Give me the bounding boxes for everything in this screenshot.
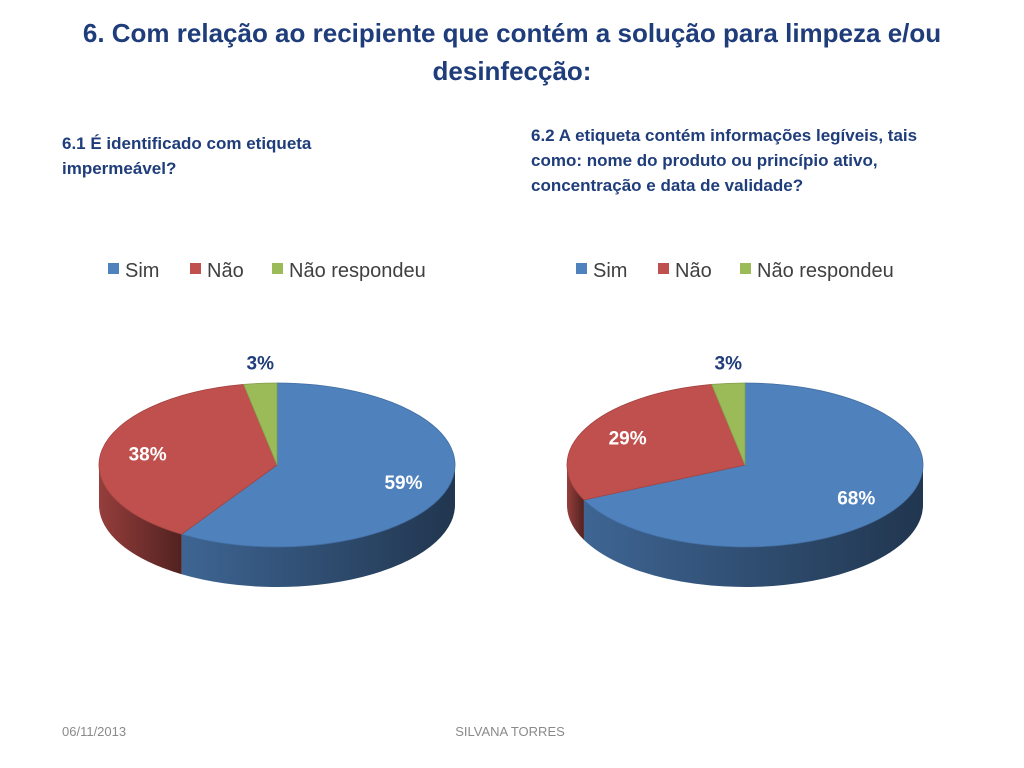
data-label-nao-respondeu: 3% bbox=[247, 353, 275, 374]
data-label-sim: 68% bbox=[837, 489, 875, 510]
legend-label-nao: Não bbox=[207, 260, 244, 282]
pie-side-sim bbox=[181, 465, 455, 587]
pie-side-walls bbox=[99, 465, 455, 587]
legend-swatch-nao bbox=[190, 263, 201, 274]
pie-slices bbox=[566, 382, 924, 548]
legend-label-nao: Não bbox=[675, 260, 712, 282]
data-label-sim: 59% bbox=[384, 473, 422, 494]
chart-legend: Sim Não Não respondeu bbox=[108, 260, 426, 282]
pie-slice-nao bbox=[566, 384, 746, 501]
pie-slice-nao bbox=[98, 384, 278, 535]
legend-swatch-nao bbox=[658, 263, 669, 274]
footer-date: 06/11/2013 bbox=[62, 724, 127, 739]
pie-slice-sim bbox=[180, 382, 456, 548]
legend-swatch-sim bbox=[576, 263, 587, 274]
legend-swatch-sim bbox=[108, 263, 119, 274]
data-label-nao: 29% bbox=[609, 428, 647, 449]
legend-label-sim: Sim bbox=[125, 260, 159, 282]
pie-side-nao bbox=[99, 465, 182, 575]
question-6-2: 6.2 A etiqueta contém informações legíve… bbox=[531, 126, 918, 195]
data-label-nao-respondeu: 3% bbox=[715, 353, 743, 374]
pie-data-labels: 68% 29% 3% bbox=[609, 353, 876, 509]
slide-title: 6. Com relação ao recipiente que contém … bbox=[82, 18, 942, 86]
pie-slices bbox=[98, 382, 456, 548]
legend-swatch-nao-respondeu bbox=[272, 263, 283, 274]
pie-chart-6-2: Sim Não Não respondeu 68% 29% 3% bbox=[566, 260, 924, 587]
legend-label-nao-respondeu: Não respondeu bbox=[289, 260, 426, 282]
pie-slice-nao-respondeu bbox=[711, 382, 746, 466]
data-label-nao: 38% bbox=[129, 445, 167, 466]
pie-slice-sim bbox=[583, 382, 924, 548]
pie-side-sim bbox=[583, 465, 923, 587]
chart-legend: Sim Não Não respondeu bbox=[576, 260, 894, 282]
pie-slice-nao-respondeu bbox=[243, 382, 278, 466]
pie-chart-6-1: Sim Não Não respondeu 59% 38% 3% bbox=[98, 260, 456, 587]
question-6-1: 6.1 É identificado com etiqueta impermeá… bbox=[62, 134, 312, 178]
legend-label-nao-respondeu: Não respondeu bbox=[757, 260, 894, 282]
pie-data-labels: 59% 38% 3% bbox=[129, 353, 423, 494]
footer-author: SILVANA TORRES bbox=[455, 724, 565, 739]
legend-swatch-nao-respondeu bbox=[740, 263, 751, 274]
legend-label-sim: Sim bbox=[593, 260, 627, 282]
